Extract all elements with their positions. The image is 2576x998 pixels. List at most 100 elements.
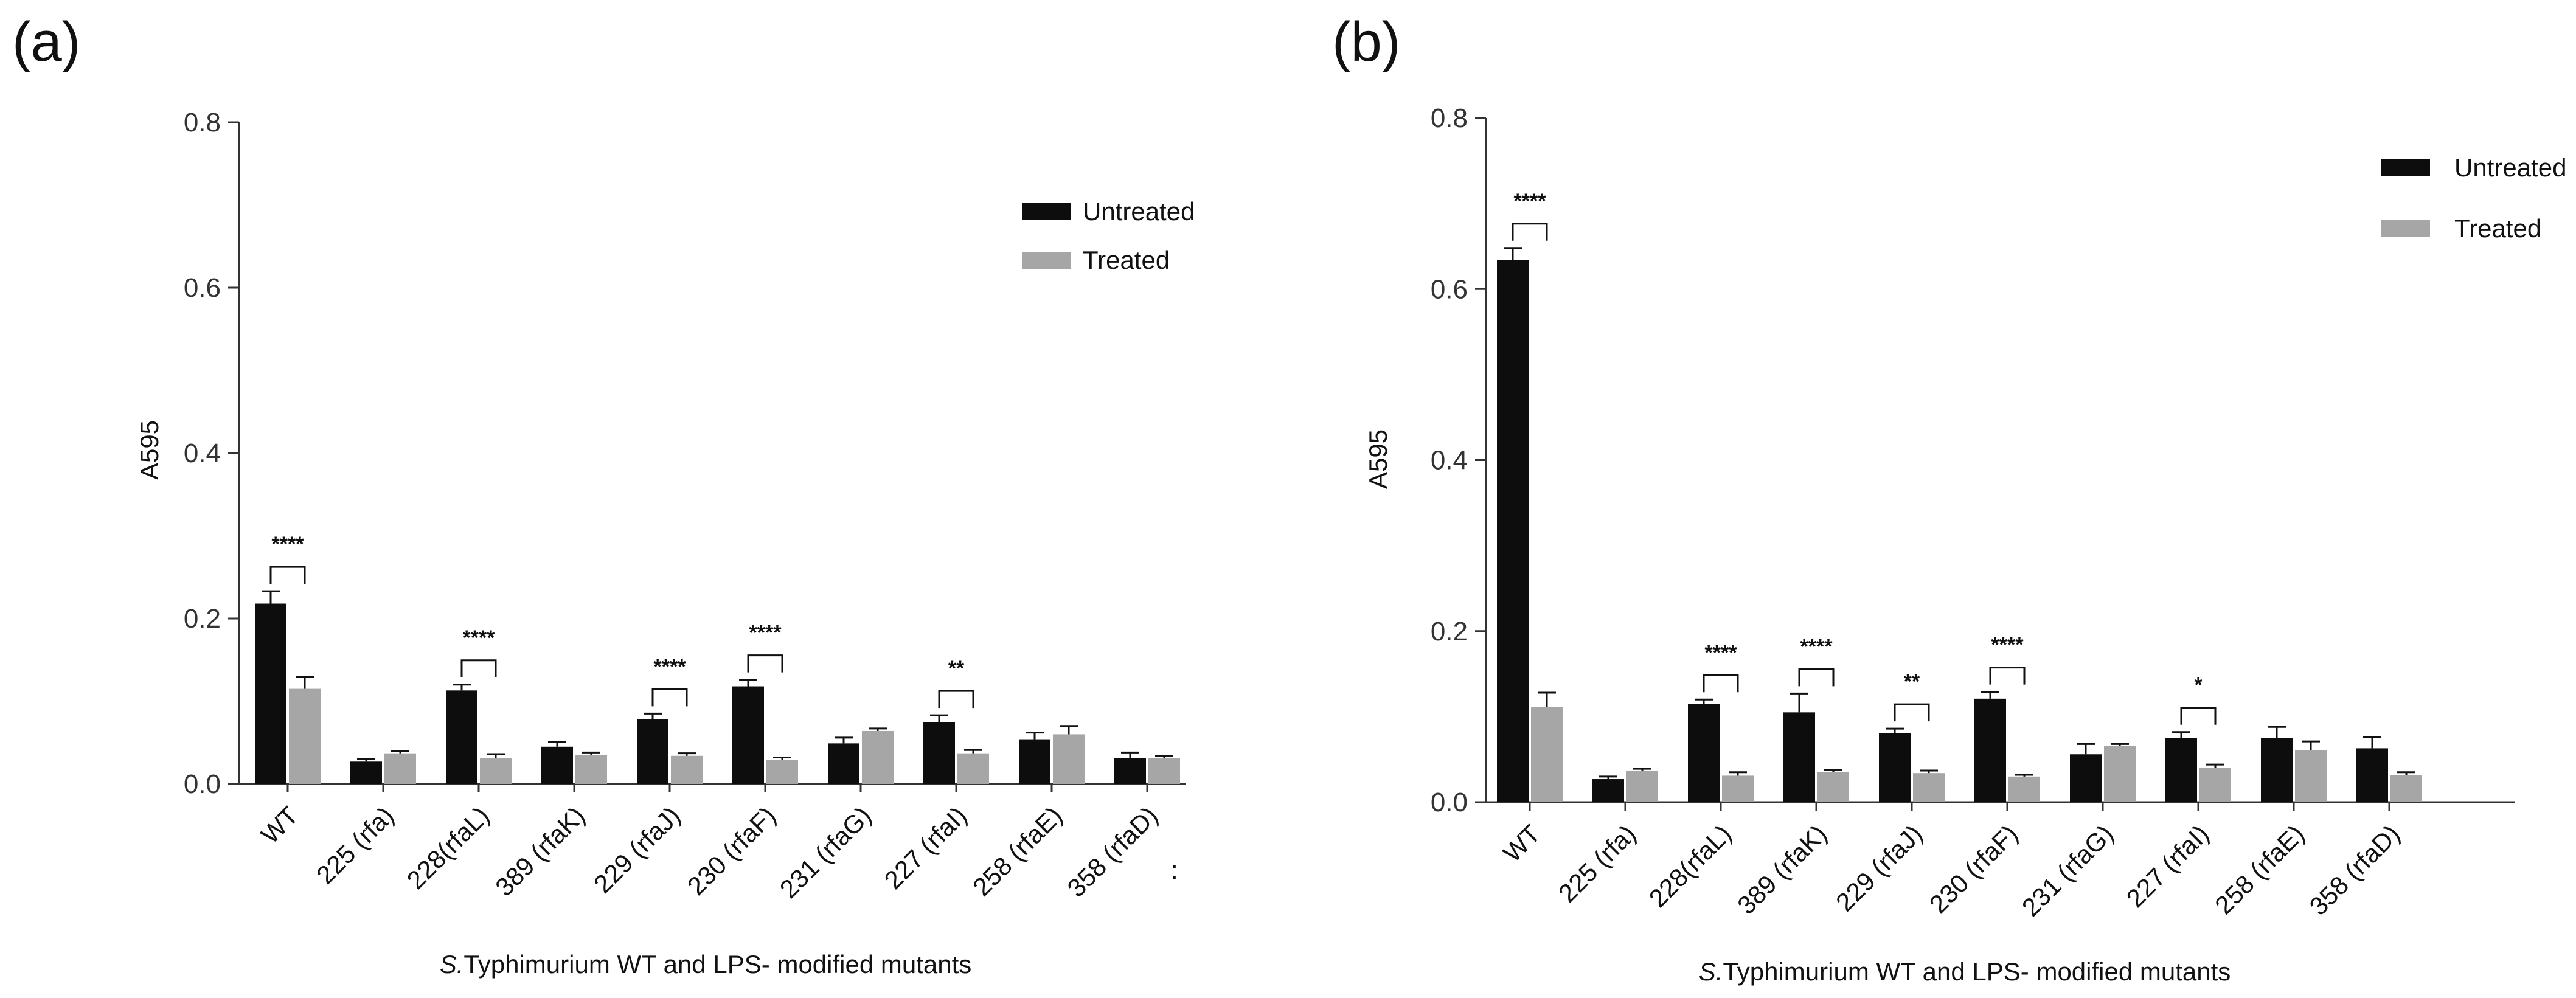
panel-label: (b) <box>1332 11 1400 73</box>
significance-label: * <box>2194 674 2203 697</box>
stray-mark: : <box>1171 856 1178 884</box>
x-category-label: 227 (rfaI) <box>2121 819 2215 913</box>
legend-swatch-treated <box>1022 252 1071 269</box>
x-category-label: 229 (rfaJ) <box>588 801 686 898</box>
bar-untreated-7 <box>923 722 955 784</box>
x-axis-title-rest: Typhimurium WT and LPS- modified mutants <box>463 950 971 979</box>
x-category-label: 389 (rfaK) <box>490 801 590 901</box>
bar-treated-4 <box>1913 773 1945 802</box>
significance-label: **** <box>272 533 305 556</box>
significance-bracket <box>1512 223 1548 241</box>
legend-label-untreated: Untreated <box>1083 197 1195 226</box>
x-category-label: 227 (rfaI) <box>879 801 973 895</box>
bar-untreated-4 <box>637 719 668 784</box>
bar-treated-2 <box>1722 775 1754 802</box>
significance-label: **** <box>463 626 496 650</box>
legend-label-treated: Treated <box>1083 246 1170 274</box>
legend-swatch-treated <box>2381 220 2430 237</box>
bar-treated-6 <box>2104 746 2136 802</box>
bar-treated-2 <box>480 758 512 784</box>
bar-treated-1 <box>1626 770 1658 802</box>
bar-untreated-5 <box>1974 698 2006 802</box>
x-axis-title-italic: S. <box>1699 957 1723 986</box>
bar-untreated-1 <box>1592 779 1624 802</box>
y-tick-label: 0.2 <box>1431 617 1468 646</box>
significance-label: **** <box>1705 641 1738 664</box>
bar-untreated-4 <box>1879 733 1911 802</box>
x-axis-title-rest: Typhimurium WT and LPS- modified mutants <box>1723 957 2231 986</box>
significance-bracket <box>2180 707 2217 725</box>
bar-untreated-3 <box>541 746 573 784</box>
significance-label: **** <box>654 655 687 678</box>
y-tick-label: 0.4 <box>184 438 221 468</box>
bar-treated-4 <box>671 755 703 784</box>
bar-untreated-9 <box>1114 758 1146 784</box>
bar-untreated-3 <box>1783 712 1815 802</box>
bar-untreated-2 <box>446 690 477 784</box>
significance-label: ** <box>1904 670 1920 693</box>
x-axis-title: S.Typhimurium WT and LPS- modified mutan… <box>1699 957 2231 986</box>
significance-label: **** <box>1991 634 2024 657</box>
x-category-label: WT <box>255 801 304 849</box>
significance-label: **** <box>1514 190 1547 213</box>
legend-swatch-untreated <box>1022 203 1071 220</box>
bar-untreated-0 <box>255 603 286 784</box>
x-category-label: 358 (rfaD) <box>1061 801 1163 903</box>
bar-treated-5 <box>2008 776 2040 802</box>
significance-bracket <box>269 566 306 584</box>
bar-treated-3 <box>575 755 607 784</box>
bar-treated-5 <box>766 760 798 784</box>
bar-untreated-0 <box>1497 260 1529 802</box>
x-axis-title: S.Typhimurium WT and LPS- modified mutan… <box>440 950 972 979</box>
x-category-label: 358 (rfaD) <box>2303 819 2405 921</box>
y-tick-label: 0.0 <box>184 769 221 799</box>
x-category-label: 258 (rfaE) <box>967 801 1068 901</box>
significance-label: **** <box>749 622 782 645</box>
bar-treated-6 <box>862 730 894 784</box>
x-category-label: 231 (rfaG) <box>774 801 877 904</box>
bar-untreated-2 <box>1688 704 1720 802</box>
bar-treated-8 <box>2295 750 2327 802</box>
bar-treated-9 <box>2390 775 2422 802</box>
bar-untreated-8 <box>1019 739 1050 784</box>
panel-label: (a) <box>12 11 80 73</box>
significance-bracket <box>1989 667 2026 685</box>
x-category-label: 231 (rfaG) <box>2016 819 2119 922</box>
legend-swatch-untreated <box>2381 159 2430 176</box>
chart-panel-1: (b) 0.0 0.2 0.4 0.6 0.8 A595 WT 225 (rfa) 228(rfa… <box>1332 11 2566 986</box>
legend-label-treated: Treated <box>2454 214 2541 243</box>
x-category-label: 228(rfaL) <box>1644 819 1737 913</box>
x-category-label: 225 (rfa) <box>311 801 399 889</box>
bar-treated-9 <box>1148 758 1180 784</box>
bar-treated-0 <box>1531 707 1563 802</box>
x-axis-title-italic: S. <box>440 950 464 979</box>
significance-bracket <box>651 688 688 707</box>
x-category-label: 389 (rfaK) <box>1732 819 1832 920</box>
bar-treated-1 <box>384 753 416 784</box>
x-category-label: 229 (rfaJ) <box>1830 819 1928 917</box>
x-category-label: 225 (rfa) <box>1553 819 1641 907</box>
significance-bracket <box>1894 703 1930 722</box>
x-category-label: WT <box>1498 819 1546 867</box>
bar-treated-7 <box>957 753 989 784</box>
y-tick-label: 0.2 <box>184 604 221 634</box>
y-tick-label: 0.8 <box>184 108 221 137</box>
bar-untreated-5 <box>732 686 764 784</box>
bar-untreated-6 <box>828 743 859 784</box>
bar-treated-7 <box>2199 768 2231 802</box>
bar-treated-8 <box>1053 734 1085 784</box>
bar-treated-3 <box>1817 772 1849 802</box>
bar-untreated-7 <box>2165 738 2197 802</box>
significance-bracket <box>938 690 974 709</box>
significance-bracket <box>747 654 783 673</box>
bar-untreated-9 <box>2356 748 2388 802</box>
bar-untreated-1 <box>350 761 382 784</box>
y-tick-label: 0.8 <box>1431 103 1468 133</box>
y-tick-label: 0.0 <box>1431 788 1468 817</box>
bar-untreated-6 <box>2070 754 2102 802</box>
y-tick-label: 0.6 <box>184 273 221 303</box>
significance-label: **** <box>1800 635 1833 658</box>
chart-panel-0: (a) 0.0 0.2 0.4 0.6 0.8 A595 WT 225 (rfa) 228(rfa… <box>12 11 1195 979</box>
legend-label-untreated: Untreated <box>2454 153 2566 182</box>
